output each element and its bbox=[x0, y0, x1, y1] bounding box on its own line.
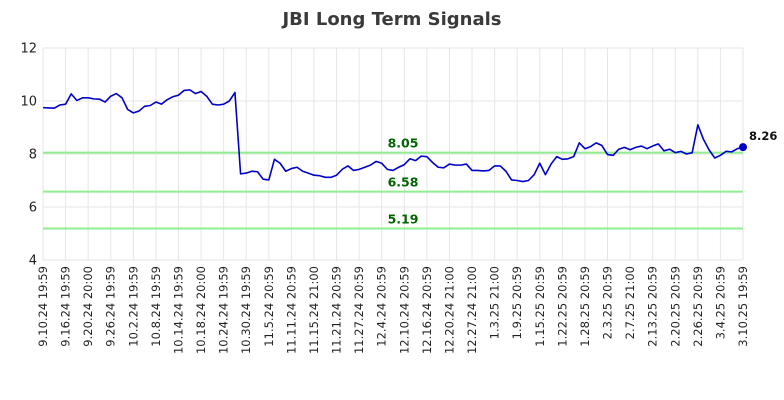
x-tick-label: 12.4.24 20:59 bbox=[375, 266, 389, 347]
x-tick-label: 10.2.24 19:59 bbox=[126, 266, 140, 347]
x-tick-label: 2.26.25 20:59 bbox=[691, 266, 705, 347]
x-tick-label: 1.22.25 20:59 bbox=[555, 266, 569, 347]
x-tick-label: 12.20.24 21:00 bbox=[442, 266, 456, 354]
signal-level-label: 6.58 bbox=[388, 175, 419, 190]
signal-level-label: 8.05 bbox=[388, 136, 419, 151]
x-tick-label: 2.7.25 21:00 bbox=[623, 266, 637, 339]
x-tick-label: 12.27.24 21:00 bbox=[465, 266, 479, 354]
x-tick-label: 3.4.25 20:59 bbox=[713, 266, 727, 339]
y-tick-label: 4 bbox=[29, 254, 37, 269]
x-tick-label: 10.18.24 20:00 bbox=[194, 266, 208, 354]
x-tick-label: 10.24.24 19:59 bbox=[217, 266, 231, 354]
x-tick-label: 9.16.24 19:59 bbox=[59, 266, 73, 347]
last-value-marker: 8.26 bbox=[739, 129, 777, 152]
chart-title: JBI Long Term Signals bbox=[280, 9, 501, 30]
x-tick-label: 11.5.24 20:59 bbox=[262, 266, 276, 347]
y-tick-label: 8 bbox=[29, 148, 37, 163]
series-line bbox=[42, 89, 744, 183]
x-tick-label: 9.10.24 19:59 bbox=[36, 266, 50, 347]
signal-levels: 8.05 6.58 5.19 bbox=[43, 136, 743, 230]
x-tick-label: 11.11.24 20:59 bbox=[284, 266, 298, 354]
x-tick-label: 12.16.24 20:59 bbox=[420, 266, 434, 354]
x-tick-label: 2.13.25 20:59 bbox=[646, 266, 660, 347]
last-value-point bbox=[739, 143, 747, 152]
x-tick-label: 9.26.24 19:59 bbox=[104, 266, 118, 347]
x-tick-label: 11.21.24 20:59 bbox=[330, 266, 344, 354]
grid bbox=[42, 47, 744, 261]
x-tick-label: 11.15.24 21:00 bbox=[307, 266, 321, 354]
x-tick-label: 12.10.24 20:59 bbox=[397, 266, 411, 354]
x-tick-label: 10.8.24 19:59 bbox=[149, 266, 163, 347]
x-axis: 9.10.24 19:59 9.16.24 19:59 9.20.24 20:00 9… bbox=[36, 266, 750, 354]
x-tick-label: 9.20.24 20:00 bbox=[81, 266, 95, 347]
x-tick-label: 10.30.24 19:59 bbox=[239, 266, 253, 354]
series-path bbox=[42, 89, 744, 183]
x-tick-label: 1.9.25 20:59 bbox=[510, 266, 524, 339]
x-tick-label: 1.28.25 20:59 bbox=[578, 266, 592, 347]
y-tick-label: 12 bbox=[20, 42, 37, 57]
x-tick-label: 1.3.25 21:00 bbox=[488, 266, 502, 339]
y-tick-label: 6 bbox=[29, 201, 37, 216]
signal-level-label: 5.19 bbox=[388, 211, 419, 226]
x-tick-label: 11.27.24 20:59 bbox=[352, 266, 366, 354]
x-tick-label: 2.20.25 20:59 bbox=[668, 266, 682, 347]
x-tick-label: 3.10.25 19:59 bbox=[736, 266, 750, 347]
y-axis: 4 6 8 10 12 bbox=[20, 42, 37, 269]
x-tick-label: 1.15.25 20:59 bbox=[533, 266, 547, 347]
y-tick-label: 10 bbox=[20, 95, 37, 110]
x-tick-label: 2.3.25 20:59 bbox=[601, 266, 615, 339]
x-tick-label: 10.14.24 19:59 bbox=[171, 266, 185, 354]
last-value-label: 8.26 bbox=[749, 129, 777, 143]
